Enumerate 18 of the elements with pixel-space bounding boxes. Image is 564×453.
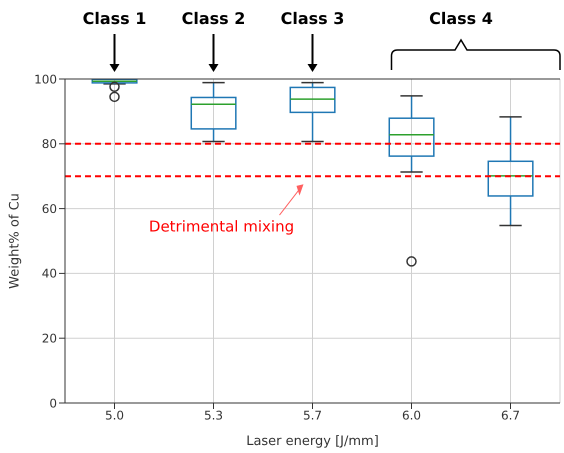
x-tick-label: 5.7 <box>302 408 322 423</box>
y-tick-label: 0 <box>49 396 57 410</box>
text: Class 4 <box>429 9 493 28</box>
text: Class 2 <box>182 9 246 28</box>
x-tick-label: 6.0 <box>402 408 422 423</box>
text: Class 1 <box>82 9 146 28</box>
y-tick-label: 60 <box>42 202 57 216</box>
x-axis-title: Laser energy [J/mm] <box>246 434 379 449</box>
x-tick-label: 5.0 <box>104 408 124 423</box>
text: Class 3 <box>280 9 344 28</box>
x-tick-label: 6.7 <box>500 408 520 423</box>
y-tick-label: 100 <box>34 72 57 86</box>
y-tick-label: 40 <box>42 266 57 281</box>
x-tick-label: 5.3 <box>204 408 224 423</box>
annotation: Detrimental mixing <box>148 217 294 236</box>
y-tick-label: 80 <box>42 137 57 152</box>
y-tick-label: 20 <box>42 331 57 346</box>
y-axis-title: Weight% of Cu <box>8 193 23 289</box>
